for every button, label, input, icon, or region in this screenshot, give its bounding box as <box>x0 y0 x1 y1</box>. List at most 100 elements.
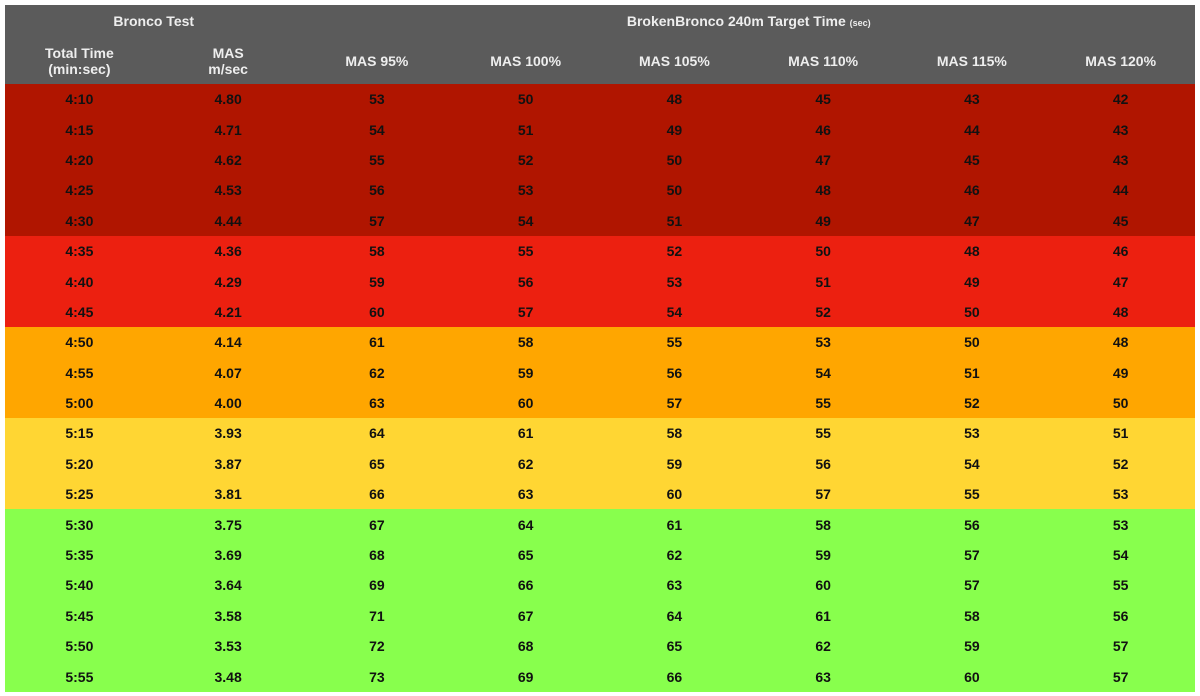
group-header-row: Bronco Test BrokenBronco 240m Target Tim… <box>5 5 1195 37</box>
cell: 4:35 <box>65 243 94 260</box>
cell: 58 <box>964 607 980 624</box>
column-header-line: MAS 100% <box>490 52 562 69</box>
column-header: MAS 100% <box>451 37 600 84</box>
cell: 56 <box>964 516 980 533</box>
data-row: 4:15 4.71 54 51 49 46 44 43 <box>5 114 1195 145</box>
cell: 56 <box>517 273 534 290</box>
cell: 3.81 <box>214 486 242 503</box>
cell: 69 <box>369 577 385 594</box>
column-header: MAS 105% <box>600 37 749 84</box>
column-header: MAS 115% <box>897 37 1047 84</box>
cell: 5:20 <box>65 455 94 472</box>
cell: 54 <box>1112 547 1129 564</box>
cell: 69 <box>517 668 534 685</box>
cell: 57 <box>517 303 534 320</box>
cell: 4.62 <box>214 151 242 168</box>
cell: 68 <box>369 547 385 564</box>
cell: 59 <box>815 547 831 564</box>
cell: 62 <box>666 547 683 564</box>
cell: 59 <box>369 273 385 290</box>
cell: 57 <box>815 486 831 503</box>
column-header: MAS 120% <box>1046 37 1195 84</box>
cell: 52 <box>1112 455 1129 472</box>
cell: 48 <box>1112 334 1129 351</box>
cell: 51 <box>964 364 980 381</box>
cell: 50 <box>666 182 683 199</box>
cell: 52 <box>964 395 980 412</box>
cell: 47 <box>1112 273 1129 290</box>
cell: 55 <box>1112 577 1129 594</box>
cell: 66 <box>666 668 683 685</box>
cell: 45 <box>815 91 831 108</box>
cell: 4.53 <box>214 182 242 199</box>
data-row: 5:45 3.58 71 67 64 61 58 56 <box>5 600 1195 632</box>
cell: 72 <box>369 638 385 655</box>
cell: 63 <box>517 486 534 503</box>
cell: 43 <box>964 91 980 108</box>
cell: 4:45 <box>65 303 94 320</box>
data-row: 4:40 4.29 59 56 53 51 49 47 <box>5 266 1195 297</box>
cell: 51 <box>517 121 534 138</box>
cell: 43 <box>1112 121 1129 138</box>
cell: 66 <box>369 486 385 503</box>
column-header: Total Time (min:sec) <box>5 37 154 84</box>
cell: 47 <box>964 212 980 229</box>
cell: 57 <box>1112 668 1129 685</box>
data-row: 5:25 3.81 66 63 60 57 55 53 <box>5 479 1195 510</box>
cell: 62 <box>815 638 831 655</box>
cell: 48 <box>1112 303 1129 320</box>
cell: 45 <box>1112 212 1129 229</box>
cell: 61 <box>517 425 534 442</box>
cell: 4.29 <box>214 273 242 290</box>
data-row: 4:25 4.53 56 53 50 48 46 44 <box>5 175 1195 206</box>
cell: 53 <box>517 182 534 199</box>
cell: 55 <box>666 334 683 351</box>
cell: 4:55 <box>65 364 94 381</box>
cell: 3.69 <box>214 547 242 564</box>
data-row: 4:10 4.80 53 50 48 45 43 42 <box>5 84 1195 115</box>
cell: 67 <box>369 516 385 533</box>
cell: 4.00 <box>214 395 242 412</box>
cell: 4.80 <box>214 91 242 108</box>
cell: 67 <box>517 607 534 624</box>
column-header-line: m/sec <box>208 60 248 77</box>
cell: 4.44 <box>214 212 242 229</box>
cell: 4.07 <box>214 364 242 381</box>
cell: 65 <box>369 455 385 472</box>
cell: 55 <box>815 425 831 442</box>
cell: 5:35 <box>65 547 94 564</box>
cell: 45 <box>964 151 980 168</box>
cell: 48 <box>964 243 980 260</box>
cell: 58 <box>815 516 831 533</box>
cell: 5:15 <box>65 425 94 442</box>
column-header: MAS 110% <box>748 37 898 84</box>
cell: 65 <box>517 547 534 564</box>
data-row: 5:55 3.48 73 69 66 63 60 57 <box>5 661 1195 692</box>
cell: 68 <box>517 638 534 655</box>
data-row: 5:40 3.64 69 66 63 60 57 55 <box>5 570 1195 601</box>
cell: 49 <box>1112 364 1129 381</box>
cell: 52 <box>666 243 683 260</box>
cell: 56 <box>815 455 831 472</box>
cell: 54 <box>815 364 831 381</box>
cell: 46 <box>1112 243 1129 260</box>
cell: 44 <box>964 121 980 138</box>
cell: 63 <box>369 395 385 412</box>
cell: 60 <box>964 668 980 685</box>
cell: 3.58 <box>214 607 242 624</box>
cell: 46 <box>815 121 831 138</box>
group-right: BrokenBronco 240m Target Time (sec) <box>302 5 1195 37</box>
cell: 54 <box>369 121 385 138</box>
data-row: 4:35 4.36 58 55 52 50 48 46 <box>5 235 1195 267</box>
cell: 57 <box>964 547 980 564</box>
column-header-line: MAS 110% <box>788 52 859 69</box>
cell: 5:55 <box>65 668 94 685</box>
data-row: 5:50 3.53 72 68 65 62 59 57 <box>5 631 1195 662</box>
pace-table: Bronco Test BrokenBronco 240m Target Tim… <box>5 5 1195 692</box>
cell: 4:15 <box>65 121 94 138</box>
cell: 61 <box>369 334 385 351</box>
data-row: 4:50 4.14 61 58 55 53 50 48 <box>5 327 1195 358</box>
cell: 53 <box>666 273 683 290</box>
cell: 59 <box>964 638 980 655</box>
